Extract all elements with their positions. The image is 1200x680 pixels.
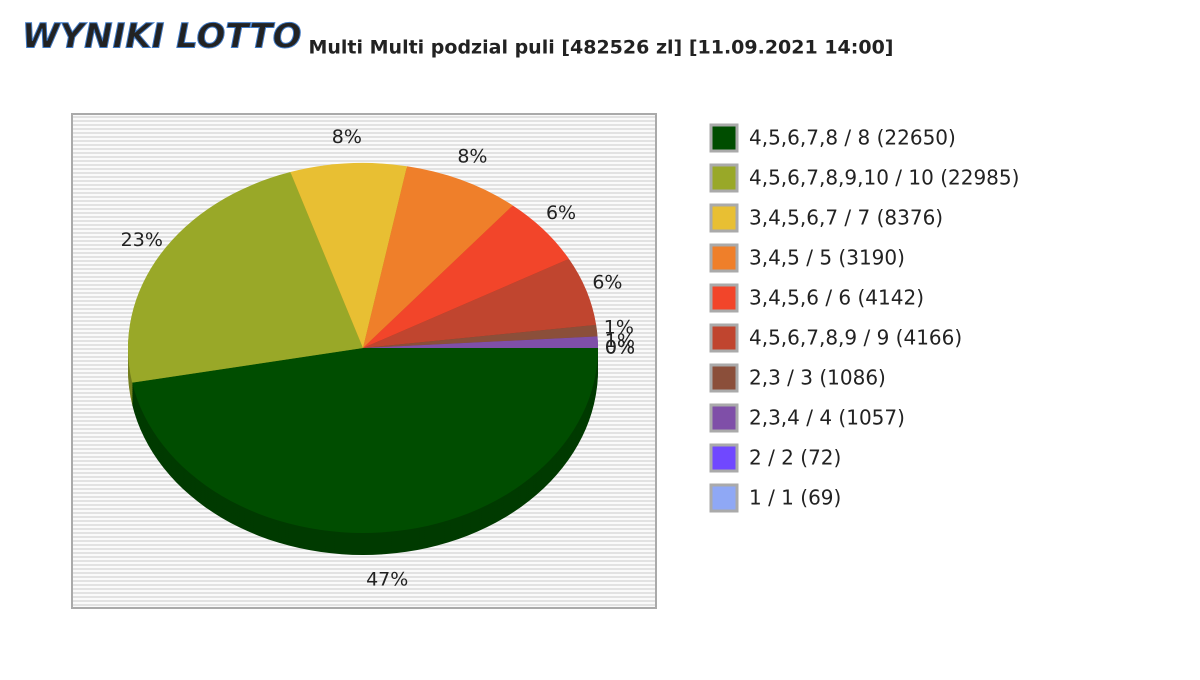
slice bbox=[127, 172, 363, 383]
data-label: 47% bbox=[366, 569, 408, 591]
slice bbox=[363, 258, 597, 348]
legend-label: 3,4,5 / 5 (3190) bbox=[749, 246, 905, 270]
legend-swatch bbox=[709, 323, 739, 353]
legend-swatch bbox=[709, 243, 739, 273]
slice bbox=[132, 348, 599, 534]
legend-swatch bbox=[709, 483, 739, 513]
legend-swatch bbox=[709, 123, 739, 153]
legend-label: 3,4,5,6,7 / 7 (8376) bbox=[749, 206, 943, 230]
data-label: 23% bbox=[121, 229, 163, 251]
legend-label: 3,4,5,6 / 6 (4142) bbox=[749, 286, 924, 310]
legend-label: 2,3,4 / 4 (1057) bbox=[749, 406, 905, 430]
legend-label: 2,3 / 3 (1086) bbox=[749, 366, 886, 390]
legend-swatch bbox=[709, 363, 739, 393]
legend-label: 4,5,6,7,8,9,10 / 10 (22985) bbox=[749, 166, 1019, 190]
legend-swatch bbox=[709, 443, 739, 473]
legend: 4,5,6,7,8 / 8 (22650) 4,5,6,7,8,9,10 / 10… bbox=[709, 123, 1019, 513]
slice bbox=[363, 324, 598, 348]
slice bbox=[363, 336, 598, 348]
slice bbox=[363, 166, 513, 348]
logo: WYNIKI LOTTO bbox=[22, 17, 302, 57]
chart-title: Multi Multi podzial puli [482526 zl] [11… bbox=[308, 37, 893, 59]
slice bbox=[290, 163, 408, 348]
slice bbox=[363, 205, 569, 348]
legend-label: 1 / 1 (69) bbox=[749, 486, 841, 510]
data-label: 8% bbox=[457, 146, 487, 168]
legend-swatch bbox=[709, 163, 739, 193]
data-label: 1% bbox=[605, 330, 635, 352]
pie: 47%23%8%8%6%6%1%1%0%0% bbox=[121, 126, 635, 591]
data-label: 8% bbox=[332, 126, 362, 148]
data-label: 0% bbox=[605, 337, 635, 359]
legend-swatch bbox=[709, 403, 739, 433]
legend-swatch bbox=[709, 203, 739, 233]
legend-swatch bbox=[709, 283, 739, 313]
legend-label: 4,5,6,7,8,9 / 9 (4166) bbox=[749, 326, 962, 350]
data-label: 6% bbox=[592, 271, 622, 293]
legend-label: 2 / 2 (72) bbox=[749, 446, 841, 470]
data-label: 6% bbox=[546, 202, 576, 224]
legend-label: 4,5,6,7,8 / 8 (22650) bbox=[749, 126, 956, 150]
data-label: 0% bbox=[605, 337, 635, 359]
data-label: 1% bbox=[604, 317, 634, 339]
